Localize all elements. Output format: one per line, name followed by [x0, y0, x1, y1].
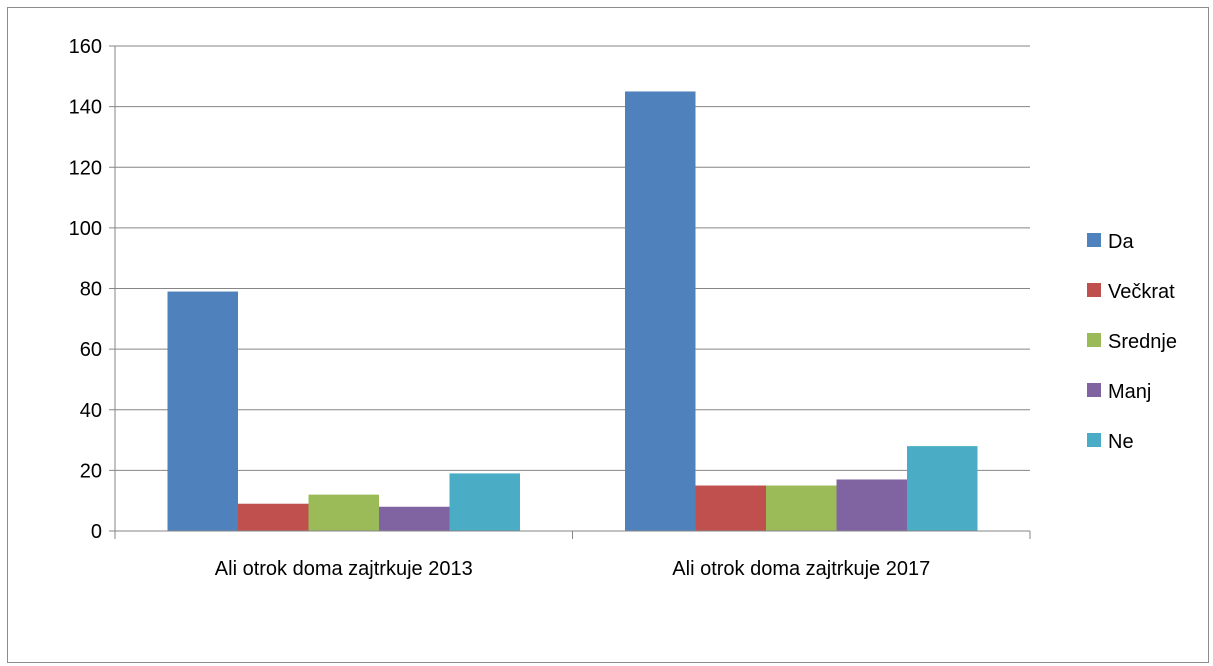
- axes: [109, 45, 1031, 539]
- y-tick-label: 100: [69, 218, 102, 240]
- bar-da-2: [625, 91, 696, 531]
- legend-swatch: [1087, 383, 1101, 397]
- legend: Da Večkrat Srednje Manj Ne: [1087, 231, 1177, 453]
- legend-label: Večkrat: [1108, 281, 1175, 303]
- bars: [167, 91, 978, 531]
- y-tick-labels: 0 20 40 60 80 100 120 140 160: [69, 36, 102, 543]
- bar-veckrat-1: [238, 503, 309, 531]
- y-tick-label: 120: [69, 157, 102, 179]
- bar-srednje-1: [308, 494, 379, 531]
- y-tick-label: 80: [80, 279, 102, 301]
- legend-swatch: [1087, 433, 1101, 447]
- gridlines: [115, 45, 1030, 471]
- legend-swatch: [1087, 283, 1101, 297]
- legend-swatch: [1087, 233, 1101, 247]
- bar-ne-2: [907, 446, 978, 531]
- legend-swatch: [1087, 333, 1101, 347]
- y-tick-label: 160: [69, 36, 102, 58]
- legend-label: Ne: [1108, 431, 1134, 453]
- x-tick-labels: Ali otrok doma zajtrkuje 2013 Ali otrok d…: [215, 558, 930, 580]
- y-tick-label: 60: [80, 339, 102, 361]
- bar-manj-2: [836, 479, 907, 531]
- bar-manj-1: [379, 506, 450, 531]
- x-tick-label: Ali otrok doma zajtrkuje 2017: [672, 558, 930, 580]
- legend-label: Manj: [1108, 381, 1151, 403]
- y-tick-label: 0: [91, 521, 102, 543]
- bar-ne-1: [449, 473, 520, 531]
- bar-veckrat-2: [695, 485, 766, 531]
- y-tick-label: 20: [80, 460, 102, 482]
- bar-da-1: [167, 291, 238, 531]
- x-tick-label: Ali otrok doma zajtrkuje 2013: [215, 558, 473, 580]
- y-tick-label: 140: [69, 97, 102, 119]
- y-tick-label: 40: [80, 400, 102, 422]
- legend-label: Srednje: [1108, 331, 1177, 353]
- bar-srednje-2: [766, 485, 837, 531]
- legend-label: Da: [1108, 231, 1134, 253]
